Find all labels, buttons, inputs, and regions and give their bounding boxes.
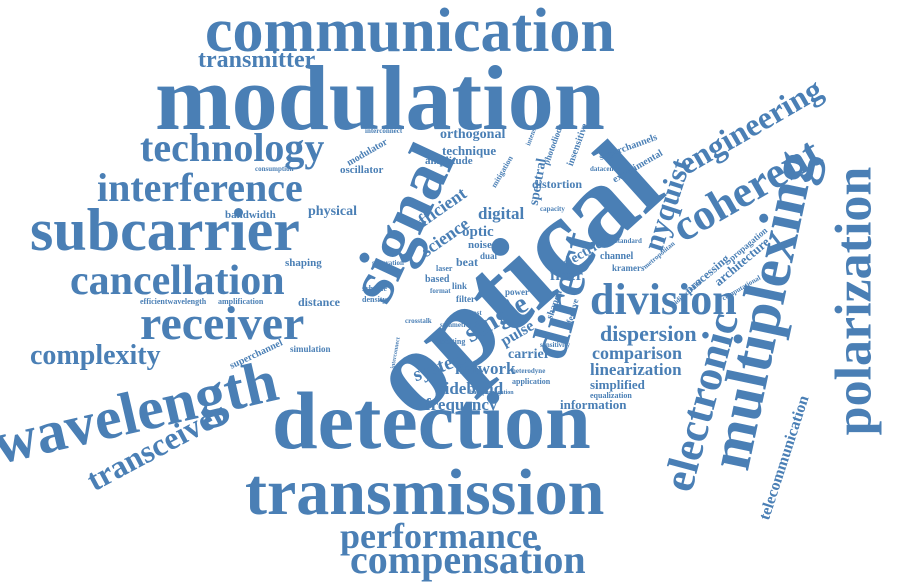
word-simulation: simulation bbox=[290, 344, 331, 354]
word-efficientwavelength: efficientwavelength bbox=[140, 297, 207, 306]
word-beating: beating bbox=[440, 337, 466, 346]
word-comparison: comparison bbox=[592, 343, 682, 363]
word-power: power bbox=[505, 287, 529, 297]
word-amplification: amplification bbox=[218, 297, 264, 306]
word-compensation: compensation bbox=[350, 537, 586, 582]
word-interconnect: interconnect bbox=[365, 127, 403, 135]
word-frequency: frequency bbox=[425, 395, 498, 414]
word-shaping: shaping bbox=[285, 257, 322, 269]
word-fiber: fiber bbox=[550, 267, 583, 284]
word-sideband: sideband bbox=[438, 379, 504, 398]
word-technique: technique bbox=[442, 143, 497, 158]
word-distortion: distortion bbox=[532, 177, 583, 191]
word-receiver: receiver bbox=[140, 297, 305, 350]
word-transmitter: transmitter bbox=[198, 47, 316, 73]
word-polarization: polarization bbox=[825, 166, 883, 436]
word-amplitude: amplitude bbox=[425, 155, 473, 167]
word-detection: detection bbox=[272, 375, 591, 466]
word-modulation: modulation bbox=[155, 47, 605, 149]
word-carrier: carrier bbox=[508, 347, 550, 362]
word-beat: beat bbox=[456, 255, 478, 269]
word-equalization: equalization bbox=[590, 391, 632, 400]
word-format: format bbox=[430, 287, 451, 295]
word-noise: noise bbox=[468, 239, 492, 251]
word-digital: digital bbox=[478, 204, 525, 223]
word-cancellation: cancellation bbox=[70, 258, 285, 304]
word-capacity: capacity bbox=[540, 205, 565, 213]
word-dual: dual bbox=[480, 251, 498, 261]
word-datacentre: datacentre bbox=[590, 165, 622, 173]
word-scheme: scheme bbox=[362, 284, 387, 293]
word-communication: communication bbox=[205, 0, 615, 65]
word-orthogonal: orthogonal bbox=[440, 127, 506, 142]
word-network: network bbox=[455, 359, 516, 378]
word-distance: distance bbox=[298, 295, 340, 309]
word-backpropagation: backpropagation bbox=[470, 390, 514, 396]
word-laser: laser bbox=[436, 264, 453, 273]
word-application: application bbox=[512, 377, 551, 386]
word-bandwidth: bandwidth bbox=[225, 209, 276, 221]
word-symmetric: symmetric bbox=[440, 321, 472, 329]
word-dispersion: dispersion bbox=[600, 321, 697, 346]
word-optic: optic bbox=[462, 224, 494, 240]
word-consumption: consumption bbox=[255, 165, 294, 173]
word-transmission: transmission bbox=[245, 456, 605, 529]
word-crosstalk: crosstalk bbox=[405, 317, 432, 325]
word-technology: technology bbox=[140, 125, 325, 170]
word-standard: standard bbox=[615, 237, 642, 245]
word-complexity: complexity bbox=[30, 340, 161, 371]
word-filter: filter bbox=[456, 294, 475, 304]
word-channel: channel bbox=[600, 251, 634, 262]
word-interference: interference bbox=[97, 165, 303, 210]
word-density: density bbox=[362, 295, 387, 304]
word-oscillator: oscillator bbox=[340, 164, 384, 176]
word-sensitivity: sensitivity bbox=[540, 341, 570, 349]
word-performance: performance bbox=[340, 516, 538, 556]
word-heterodyne: heterodyne bbox=[512, 367, 546, 375]
word-kramers: kramers bbox=[612, 263, 645, 273]
word-based: based bbox=[425, 274, 450, 285]
word-generation: generation bbox=[372, 259, 404, 267]
word-division: division bbox=[590, 275, 737, 324]
word-physical: physical bbox=[308, 204, 358, 219]
word-simplified: simplified bbox=[590, 377, 645, 392]
word-link: link bbox=[452, 281, 468, 291]
word-cost: cost bbox=[470, 309, 482, 317]
word-subcarrier: subcarrier bbox=[30, 197, 300, 263]
word-information: information bbox=[560, 397, 627, 412]
word-mitigation: mitigation bbox=[489, 154, 515, 190]
word-linearization: linearization bbox=[590, 360, 682, 379]
